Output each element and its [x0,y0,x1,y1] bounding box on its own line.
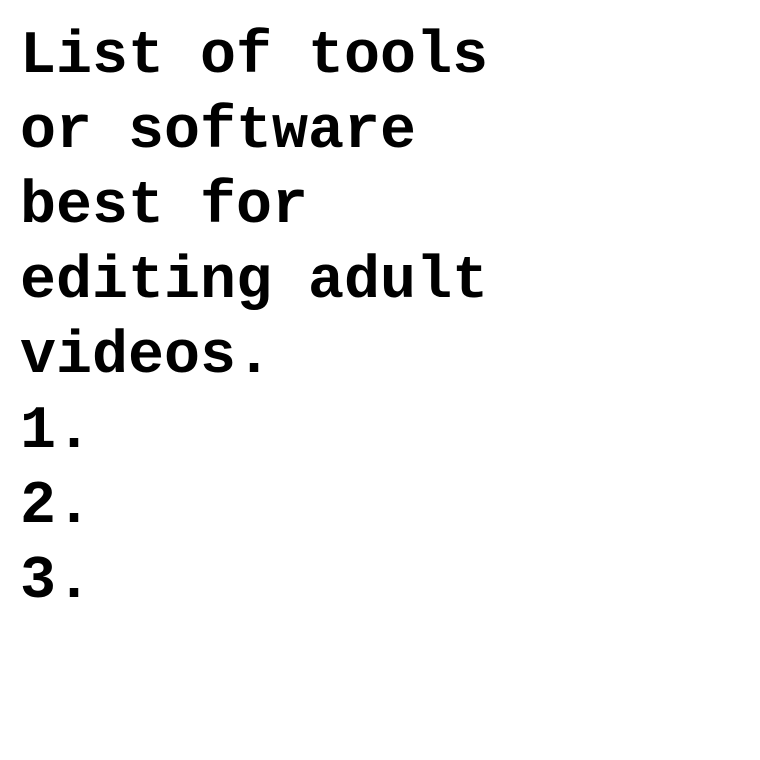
numbered-list: 1. 2. 3. [20,395,760,620]
heading-line: or software [20,98,417,166]
heading-line: List of tools [20,23,489,91]
document-heading: List of tools or software best for editi… [20,20,760,395]
list-item: 2. [20,473,93,541]
heading-line: videos. [20,323,273,391]
list-item: 1. [20,398,93,466]
heading-line: editing adult [20,248,489,316]
list-item: 3. [20,548,93,616]
heading-line: best for [20,173,309,241]
